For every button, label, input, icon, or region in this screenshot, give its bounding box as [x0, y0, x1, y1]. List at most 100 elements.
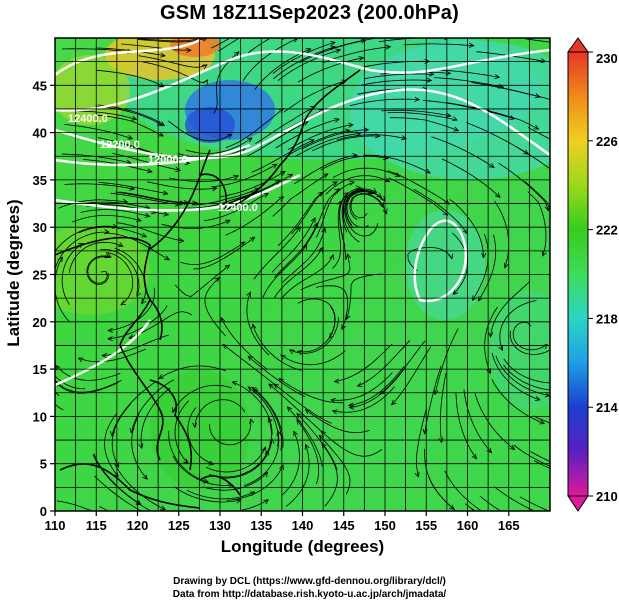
streamline-arrow — [246, 137, 253, 143]
streamline — [319, 435, 351, 495]
x-tick-label: 140 — [292, 518, 314, 533]
streamline — [244, 431, 280, 486]
streamline-arrow — [273, 383, 279, 389]
streamline — [55, 380, 122, 393]
streamline-arrow — [382, 208, 388, 215]
streamline-arrow — [539, 419, 546, 425]
streamline-arrow — [318, 434, 325, 441]
latitude-ticks: 0 5 10 15 20 25 30 35 40 45 — [33, 78, 55, 519]
height-contours — [55, 38, 550, 387]
streamline-arrow — [310, 217, 316, 223]
streamline-arrow — [192, 422, 198, 429]
streamline — [111, 382, 155, 436]
streamline-arrow — [445, 112, 452, 118]
streamline-arrow — [29, 333, 33, 338]
streamline — [330, 372, 393, 401]
streamline — [297, 306, 336, 353]
streamline-arrow — [224, 264, 231, 270]
colorbar-tick-label: 218 — [596, 311, 618, 326]
streamline-arrow — [286, 406, 293, 412]
streamline — [300, 254, 351, 291]
colorbar-tick-label: 230 — [596, 51, 618, 66]
x-tick-label: 110 — [45, 518, 66, 533]
streamline — [441, 158, 501, 198]
streamline — [247, 386, 279, 447]
streamline — [363, 154, 431, 174]
streamline — [296, 419, 320, 485]
streamline — [225, 108, 284, 148]
streamline-arrow — [425, 168, 431, 174]
streamline — [344, 196, 379, 237]
streamline — [287, 406, 323, 467]
streamline — [281, 431, 300, 496]
streamline — [80, 201, 150, 209]
streamline — [136, 38, 204, 42]
streamline-arrow — [202, 79, 208, 85]
streamline-arrow — [495, 192, 501, 198]
streamline — [530, 451, 550, 462]
streamline-arrow — [146, 168, 153, 174]
streamline — [281, 38, 287, 41]
streamline-arrow — [561, 381, 566, 385]
streamline — [287, 124, 353, 150]
streamline-arrow — [203, 478, 210, 484]
streamline-arrow — [251, 386, 258, 393]
streamline-arrow — [226, 133, 233, 139]
streamline — [200, 499, 269, 511]
streamline-arrow — [264, 449, 270, 456]
streamline — [293, 154, 358, 185]
streamline — [444, 470, 482, 511]
streamline — [498, 162, 549, 211]
streamline-arrow — [274, 180, 281, 186]
streamline — [320, 430, 383, 457]
streamline-arrow — [343, 15, 348, 19]
streamline — [363, 73, 434, 80]
streamline — [273, 383, 332, 424]
streamline-arrow — [162, 190, 169, 196]
streamline-arrow — [498, 345, 504, 352]
streamline — [180, 241, 245, 266]
streamline — [95, 69, 164, 87]
streamline-arrow — [553, 236, 557, 241]
streamline — [218, 38, 241, 52]
streamline — [119, 191, 189, 203]
streamline — [68, 241, 123, 274]
streamline — [274, 222, 318, 278]
x-tick-label: 155 — [415, 518, 437, 533]
streamline-arrow — [158, 82, 165, 88]
streamline-arrow — [494, 74, 501, 79]
streamline — [277, 49, 341, 82]
streamline — [315, 285, 348, 330]
streamline-arrow — [262, 471, 269, 478]
streamline-arrow — [214, 276, 220, 283]
streamline-arrow — [186, 48, 192, 54]
streamline — [439, 372, 447, 443]
streamline-arrow — [330, 45, 336, 51]
contour-label: 12400.0 — [68, 113, 108, 125]
streamline-arrow — [305, 48, 312, 53]
streamline-arrow — [101, 353, 107, 359]
streamline — [246, 121, 309, 157]
streamline — [131, 414, 148, 480]
streamline-arrow — [334, 118, 340, 123]
streamline-arrow — [317, 191, 324, 197]
x-tick-label: 135 — [250, 518, 272, 533]
colorbar-tick-label: 226 — [596, 134, 618, 149]
x-tick-label: 165 — [498, 518, 520, 533]
streamline — [271, 217, 316, 273]
streamline — [449, 199, 484, 258]
streamline — [527, 191, 547, 257]
streamline-arrow — [471, 453, 477, 460]
streamline-arrow — [346, 253, 352, 260]
streamline-arrow — [271, 163, 278, 169]
colorbar-tick-label: 210 — [596, 489, 618, 504]
streamline — [357, 340, 411, 387]
streamline — [303, 188, 340, 249]
streamline-arrow — [104, 253, 111, 259]
streamline — [58, 199, 128, 209]
streamline-arrow — [367, 189, 374, 195]
streamline-arrow — [246, 291, 251, 298]
streamline — [350, 193, 384, 219]
streamline-arrow — [163, 211, 170, 217]
streamline-arrow — [263, 193, 270, 198]
